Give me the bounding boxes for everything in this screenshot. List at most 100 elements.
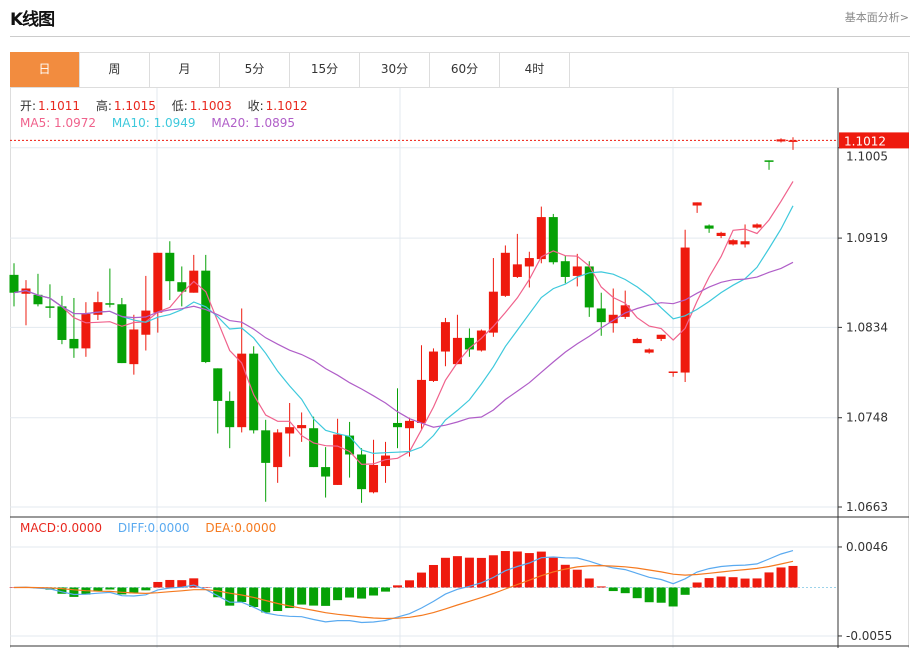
macd-bar [644, 587, 654, 603]
tab-month[interactable]: 月 [150, 52, 220, 87]
candle [69, 297, 79, 358]
candle [261, 419, 271, 502]
candle-body [165, 252, 175, 282]
candle [788, 137, 798, 150]
candle-body [476, 330, 486, 351]
candle [716, 231, 726, 239]
candle [105, 268, 115, 308]
candle [560, 255, 570, 284]
candle-body [237, 353, 247, 428]
candle-body [381, 455, 391, 467]
diff-line [13, 550, 794, 624]
candle-body [764, 160, 774, 162]
candle [117, 297, 127, 364]
candle-body [321, 467, 331, 477]
y-tick-label: 1.1005 [846, 149, 888, 163]
macd-bar [716, 576, 726, 588]
macd-bar [536, 551, 546, 588]
macd-bar [117, 587, 127, 595]
tab-5min[interactable]: 5分 [220, 52, 290, 87]
candle [728, 239, 738, 246]
candle-body [309, 428, 319, 468]
candle [309, 416, 319, 468]
ma20-line [13, 261, 794, 428]
ma-legend: MA5: 1.0972 MA10: 1.0949 MA20: 1.0895 [20, 116, 297, 130]
candle [345, 421, 355, 478]
macd-bar [297, 587, 307, 605]
candle [9, 263, 19, 307]
macd-value: MACD:0.0000 [20, 521, 103, 535]
candle-body [500, 252, 510, 296]
candle-body [404, 420, 414, 429]
divider [10, 36, 910, 37]
candle-body [57, 306, 67, 340]
macd-bar [452, 556, 462, 588]
macd-bar [692, 582, 702, 588]
candle-body [333, 434, 343, 485]
candle-body [716, 232, 726, 236]
candle [596, 292, 606, 336]
macd-bar [680, 587, 690, 595]
high-label: 高: [95, 99, 112, 113]
macd-bar [728, 577, 738, 588]
candle-body [273, 432, 283, 468]
candle-body [632, 338, 642, 344]
candle [740, 224, 750, 248]
candle-body [213, 368, 223, 401]
macd-bar [273, 587, 283, 612]
dea-line [13, 560, 794, 620]
macd-bar [165, 579, 175, 588]
ma20-value: MA20: 1.0895 [211, 116, 296, 130]
candle-body [524, 258, 534, 267]
macd-bar [93, 587, 103, 592]
candle-body [357, 454, 367, 490]
candle-body [608, 314, 618, 324]
candle-body [680, 247, 690, 373]
tab-30min[interactable]: 30分 [360, 52, 430, 87]
macd-bar [788, 565, 798, 588]
candle [333, 418, 343, 485]
candle [369, 439, 379, 494]
candle [476, 329, 486, 352]
candle-body [728, 240, 738, 245]
candle-body [416, 379, 426, 423]
candle [608, 288, 618, 333]
tab-4hour[interactable]: 4时 [500, 52, 570, 87]
macd-bar [428, 564, 438, 588]
tab-day[interactable]: 日 [10, 52, 80, 87]
fundamental-analysis-link[interactable]: 基本面分析> [844, 11, 909, 24]
candle [285, 403, 295, 457]
macd-bar [177, 580, 187, 588]
macd-bar [464, 557, 474, 588]
candle-body [9, 274, 19, 293]
candle [153, 252, 163, 333]
ma5-line [13, 181, 794, 466]
candle-body [201, 270, 211, 363]
macd-bar [584, 578, 594, 588]
macd-bar [201, 587, 211, 588]
candle-body [644, 349, 654, 353]
candle-body [488, 291, 498, 333]
candle-body [452, 337, 462, 365]
candle-body [740, 241, 750, 245]
macd-bar [440, 557, 450, 588]
candle-body [285, 427, 295, 434]
macd-bar [57, 587, 67, 594]
y-tick-label: 1.0748 [846, 411, 888, 425]
candle-body [345, 435, 355, 455]
candle-body [596, 308, 606, 323]
low-label: 低: [171, 99, 188, 113]
candle-body [704, 225, 714, 229]
candle-body [776, 139, 786, 142]
period-tabs: 日 周 月 5分 15分 30分 60分 4时 [10, 52, 570, 88]
tab-week[interactable]: 周 [80, 52, 150, 87]
macd-bar [656, 587, 666, 603]
tab-15min[interactable]: 15分 [290, 52, 360, 87]
tab-60min[interactable]: 60分 [430, 52, 500, 87]
macd-bar [189, 578, 199, 588]
candle [452, 314, 462, 365]
candle [165, 241, 175, 301]
macd-bar [153, 581, 163, 588]
candle [524, 251, 534, 288]
